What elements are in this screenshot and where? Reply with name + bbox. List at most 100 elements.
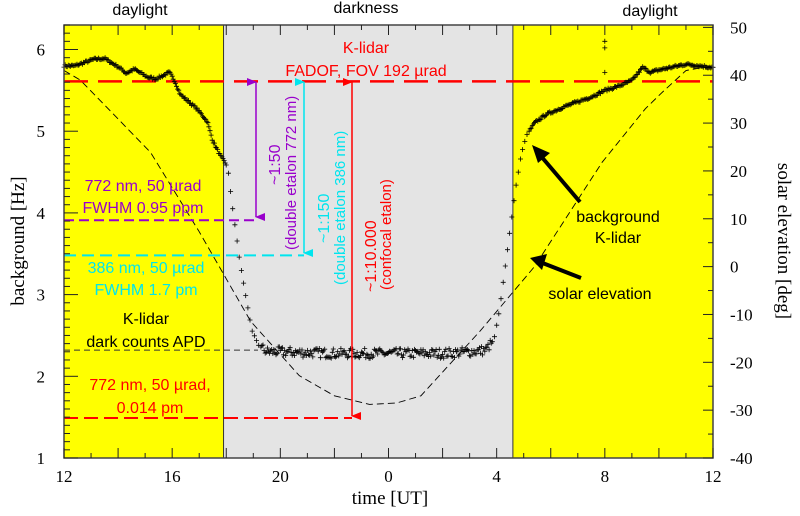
background-point <box>565 102 571 108</box>
background-point <box>647 70 653 76</box>
x-tick-label: 12 <box>705 467 722 486</box>
background-point <box>648 69 654 75</box>
y-tick-label-right: 0 <box>730 258 739 277</box>
background-point <box>505 247 510 253</box>
background-point <box>395 351 401 357</box>
background-point <box>110 60 116 66</box>
background-point <box>489 339 495 345</box>
background-point <box>419 350 425 356</box>
y-tick-label-right: -10 <box>730 305 753 324</box>
background-point <box>484 344 490 350</box>
background-point <box>427 350 433 356</box>
background-point <box>217 151 223 156</box>
background-point <box>414 349 420 355</box>
background-point <box>643 66 649 72</box>
background-point <box>215 146 221 152</box>
background-point <box>520 147 526 153</box>
background-point <box>485 341 491 347</box>
y-tick-label-left: 4 <box>37 204 46 223</box>
background-point <box>632 74 638 80</box>
background-point <box>528 125 534 131</box>
background-point <box>254 338 259 344</box>
background-point <box>177 91 183 97</box>
background-point <box>105 57 111 63</box>
background-point <box>221 158 227 164</box>
background-point <box>567 102 573 108</box>
background-point <box>382 351 388 357</box>
background-point <box>136 69 142 75</box>
background-point <box>364 351 370 357</box>
background-point <box>696 64 702 70</box>
background-point <box>283 353 289 358</box>
background-point <box>441 355 447 361</box>
background-point <box>433 347 439 353</box>
y-tick-label-left: 2 <box>37 367 46 386</box>
background-point <box>361 351 367 357</box>
background-point <box>379 349 385 355</box>
background-point <box>202 116 208 122</box>
background-point <box>638 66 643 72</box>
background-point <box>207 128 213 134</box>
background-point <box>571 100 576 106</box>
background-point <box>330 346 336 352</box>
background-point <box>260 342 266 348</box>
background-point <box>163 72 169 78</box>
pointer-arrowhead-background <box>532 145 550 163</box>
background-point <box>273 352 279 358</box>
background-point <box>431 352 437 358</box>
background-point <box>440 351 446 357</box>
x-tick-label: 0 <box>384 467 393 486</box>
background-point <box>481 346 487 351</box>
x-tick-label: 16 <box>164 467 181 486</box>
purple-label-2: FWHM 0.95 ppm <box>83 200 204 217</box>
background-point <box>323 355 329 361</box>
background-point <box>527 126 533 132</box>
background-outlier-point <box>602 38 608 44</box>
background-point <box>78 60 84 66</box>
background-point <box>376 347 382 353</box>
background-point <box>281 352 287 358</box>
background-point <box>211 140 217 146</box>
background-point <box>333 354 338 360</box>
background-point <box>452 355 457 360</box>
background-point <box>429 347 435 352</box>
background-point <box>502 263 508 269</box>
background-point <box>686 61 692 67</box>
background-point <box>197 110 203 116</box>
y-tick-label-left: 1 <box>37 449 46 468</box>
background-point <box>507 230 513 236</box>
background-point <box>175 86 181 92</box>
background-point <box>247 317 253 323</box>
background-point <box>212 144 218 150</box>
background-point <box>280 345 285 351</box>
background-point <box>147 75 152 81</box>
background-point <box>642 65 648 71</box>
y-tick-label-right: -20 <box>730 353 753 372</box>
background-point <box>494 322 500 328</box>
background-point <box>228 189 234 194</box>
y-tick-label-left: 6 <box>37 41 46 60</box>
background-point <box>496 311 502 317</box>
background-point <box>374 348 380 354</box>
background-point <box>674 64 680 69</box>
background-point <box>327 354 333 360</box>
background-point <box>617 83 623 89</box>
background-point <box>193 106 199 112</box>
background-point <box>277 348 283 353</box>
y-axis-title-left: background [Hz] <box>8 176 29 305</box>
red-label-2: 0.014 pm <box>117 400 184 417</box>
background-point <box>149 74 155 80</box>
x-tick-label: 4 <box>492 467 501 486</box>
pointer-arrowhead-solar <box>530 254 547 270</box>
background-point <box>315 348 321 354</box>
background-point <box>370 353 376 359</box>
region-label-daylight-right: daylight <box>622 3 678 20</box>
background-point <box>699 63 705 69</box>
x-tick-label: 12 <box>56 467 73 486</box>
background-point <box>436 346 442 352</box>
background-point <box>482 348 488 354</box>
background-point <box>439 354 444 360</box>
background-point <box>456 353 462 359</box>
background-point <box>500 279 506 285</box>
